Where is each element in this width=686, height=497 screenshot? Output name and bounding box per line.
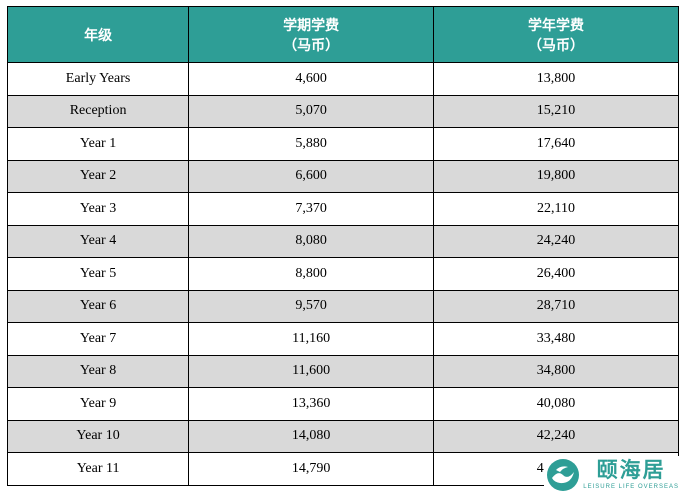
- cell-grade: Year 2: [6, 159, 190, 193]
- cell-grade: Year 8: [6, 354, 190, 388]
- cell-term-fee: 14,080: [188, 419, 435, 453]
- cell-grade: Year 4: [6, 224, 190, 258]
- cell-year-fee: 40,080: [433, 387, 679, 421]
- table-row: Reception 5,070 15,210: [6, 94, 679, 128]
- header-grade: 年级: [6, 6, 190, 63]
- cell-term-fee: 9,570: [188, 289, 435, 323]
- table-row: Year 6 9,570 28,710: [6, 289, 679, 323]
- header-term-line2: （马币）: [283, 36, 340, 53]
- header-year-line1: 学年学费: [528, 16, 585, 33]
- cell-year-fee: 15,210: [433, 94, 679, 128]
- table-row: Year 1 5,880 17,640: [6, 127, 679, 161]
- cell-grade: Early Years: [6, 62, 190, 96]
- table-row: Year 4 8,080 24,240: [6, 224, 679, 258]
- cell-year-fee: 34,800: [433, 354, 679, 388]
- cell-year-fee: 26,400: [433, 257, 679, 291]
- table-row: Year 7 11,160 33,480: [6, 322, 679, 356]
- header-row: 年级 学期学费 （马币） 学年学费 （马币）: [6, 6, 679, 63]
- table-row: Year 8 11,600 34,800: [6, 354, 679, 388]
- brand-icon: [546, 458, 580, 492]
- cell-grade: Year 11: [6, 452, 190, 486]
- header-grade-label: 年级: [84, 26, 113, 43]
- cell-year-fee: 28,710: [433, 289, 679, 323]
- cell-term-fee: 11,160: [188, 322, 435, 356]
- cell-grade: Reception: [6, 94, 190, 128]
- cell-grade: Year 10: [6, 419, 190, 453]
- table-row: Year 5 8,800 26,400: [6, 257, 679, 291]
- cell-year-fee: 24,240: [433, 224, 679, 258]
- cell-term-fee: 8,800: [188, 257, 435, 291]
- cell-year-fee: 13,800: [433, 62, 679, 96]
- cell-term-fee: 5,070: [188, 94, 435, 128]
- cell-term-fee: 11,600: [188, 354, 435, 388]
- header-year-line2: （马币）: [528, 36, 585, 53]
- tuition-table: 年级 学期学费 （马币） 学年学费 （马币） Early Years 4,600 1…: [6, 6, 679, 486]
- brand-logo: 颐海居 LEISURE LIFE OVERSEAS: [544, 456, 683, 494]
- cell-grade: Year 5: [6, 257, 190, 291]
- header-year-fee: 学年学费 （马币）: [433, 6, 679, 63]
- header-term-fee: 学期学费 （马币）: [188, 6, 435, 63]
- table-row: Year 2 6,600 19,800: [6, 159, 679, 193]
- brand-text-block: 颐海居 LEISURE LIFE OVERSEAS: [583, 459, 679, 491]
- table-row: Year 10 14,080 42,240: [6, 419, 679, 453]
- cell-year-fee: 33,480: [433, 322, 679, 356]
- table-row: Year 9 13,360 40,080: [6, 387, 679, 421]
- table-row: Year 3 7,370 22,110: [6, 192, 679, 226]
- cell-grade: Year 6: [6, 289, 190, 323]
- cell-year-fee: 17,640: [433, 127, 679, 161]
- cell-year-fee: 19,800: [433, 159, 679, 193]
- cell-term-fee: 8,080: [188, 224, 435, 258]
- cell-term-fee: 4,600: [188, 62, 435, 96]
- cell-grade: Year 9: [6, 387, 190, 421]
- cell-grade: Year 1: [6, 127, 190, 161]
- cell-term-fee: 6,600: [188, 159, 435, 193]
- cell-year-fee: 22,110: [433, 192, 679, 226]
- cell-year-fee: 42,240: [433, 419, 679, 453]
- header-term-line1: 学期学费: [283, 16, 340, 33]
- cell-term-fee: 7,370: [188, 192, 435, 226]
- cell-term-fee: 14,790: [188, 452, 435, 486]
- brand-name: 颐海居: [596, 459, 666, 482]
- cell-grade: Year 3: [6, 192, 190, 226]
- cell-term-fee: 5,880: [188, 127, 435, 161]
- cell-grade: Year 7: [6, 322, 190, 356]
- table-row: Early Years 4,600 13,800: [6, 62, 679, 96]
- brand-tagline: LEISURE LIFE OVERSEAS: [583, 484, 679, 490]
- cell-term-fee: 13,360: [188, 387, 435, 421]
